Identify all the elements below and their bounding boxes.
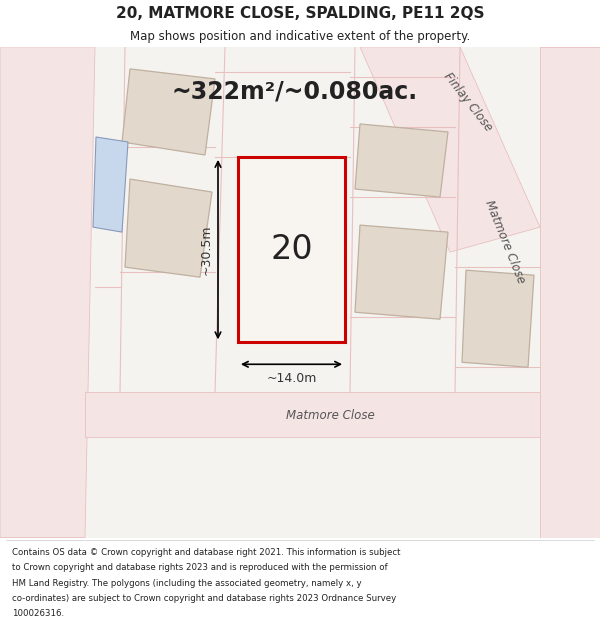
Polygon shape <box>0 47 95 538</box>
Polygon shape <box>122 69 215 155</box>
Polygon shape <box>355 124 448 197</box>
Polygon shape <box>355 225 448 319</box>
Text: Finlay Close: Finlay Close <box>441 70 495 134</box>
Text: Map shows position and indicative extent of the property.: Map shows position and indicative extent… <box>130 30 470 43</box>
Text: Matmore Close: Matmore Close <box>286 409 374 422</box>
Polygon shape <box>360 47 540 252</box>
Polygon shape <box>462 270 534 368</box>
Text: HM Land Registry. The polygons (including the associated geometry, namely x, y: HM Land Registry. The polygons (includin… <box>12 579 362 587</box>
Polygon shape <box>125 179 212 277</box>
Text: 100026316.: 100026316. <box>12 609 64 618</box>
Polygon shape <box>93 137 128 232</box>
Polygon shape <box>540 47 600 538</box>
Text: to Crown copyright and database rights 2023 and is reproduced with the permissio: to Crown copyright and database rights 2… <box>12 563 388 572</box>
Bar <box>238 157 345 342</box>
Text: ~322m²/~0.080ac.: ~322m²/~0.080ac. <box>172 80 418 104</box>
Text: Matmore Close: Matmore Close <box>482 199 527 286</box>
Text: co-ordinates) are subject to Crown copyright and database rights 2023 Ordnance S: co-ordinates) are subject to Crown copyr… <box>12 594 396 603</box>
Text: 20: 20 <box>270 233 313 266</box>
Text: ~14.0m: ~14.0m <box>266 372 317 385</box>
Polygon shape <box>85 392 560 438</box>
Text: ~30.5m: ~30.5m <box>200 224 213 275</box>
Text: 20, MATMORE CLOSE, SPALDING, PE11 2QS: 20, MATMORE CLOSE, SPALDING, PE11 2QS <box>116 6 484 21</box>
Text: Contains OS data © Crown copyright and database right 2021. This information is : Contains OS data © Crown copyright and d… <box>12 548 401 557</box>
